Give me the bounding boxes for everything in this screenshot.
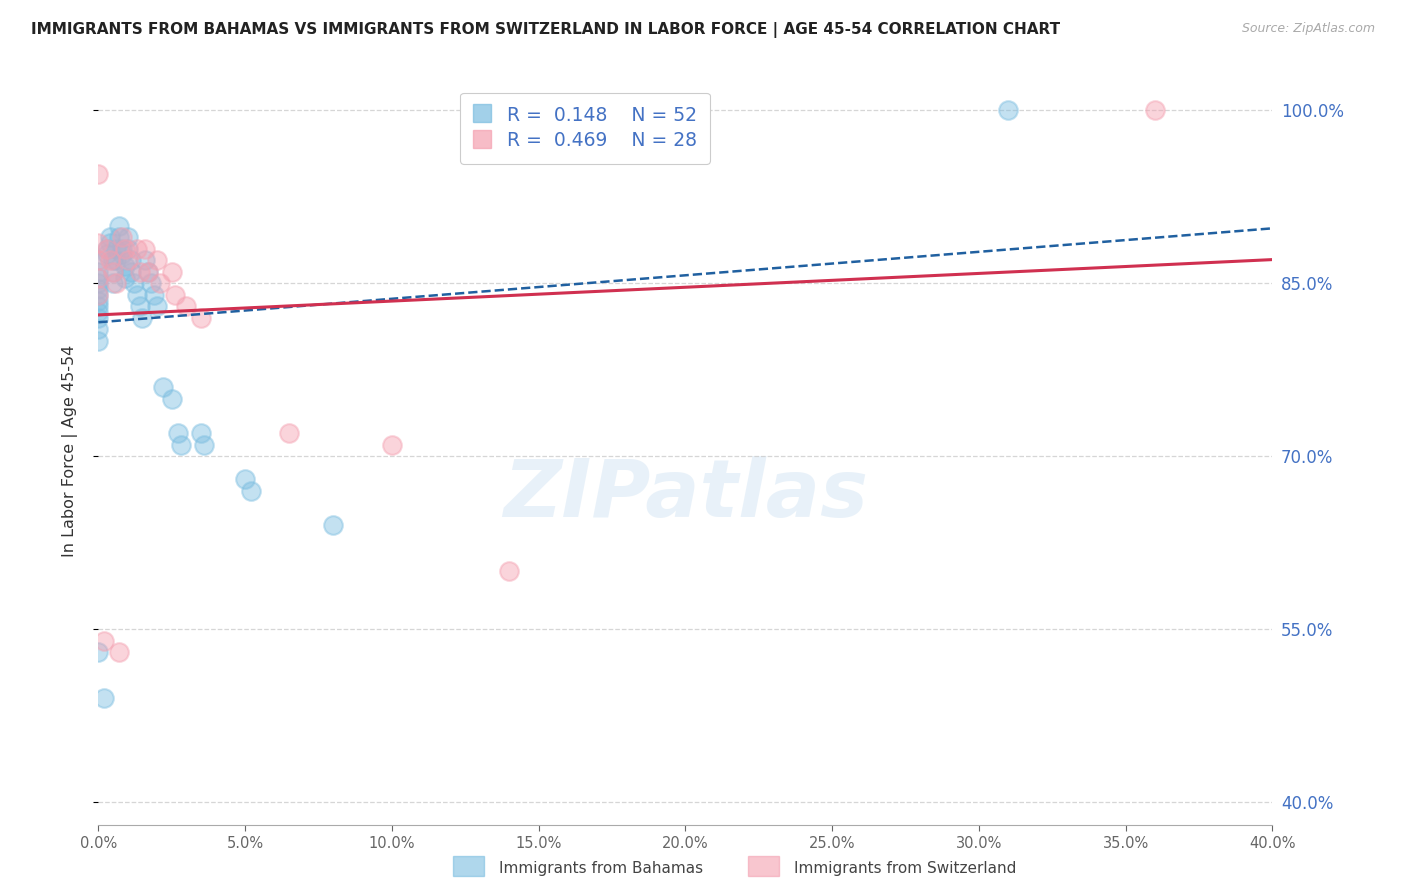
Point (87, 270, 110, 285)
Point (1144, 103, 1167, 118)
Point (87, 253, 110, 268)
Point (87, 299, 110, 313)
Point (87, 235, 110, 250)
Point (87, 277, 110, 291)
Point (136, 265, 159, 279)
Point (96, 242, 118, 256)
Point (120, 253, 142, 268)
Point (87, 322, 110, 336)
Text: Source: ZipAtlas.com: Source: ZipAtlas.com (1241, 22, 1375, 36)
Point (128, 299, 150, 313)
Point (101, 265, 124, 279)
Point (98, 253, 121, 268)
Point (87, 645, 110, 659)
Point (134, 253, 156, 268)
Point (87, 334, 110, 348)
Point (190, 426, 212, 441)
Point (160, 265, 183, 279)
Point (136, 265, 159, 279)
Point (146, 299, 169, 313)
Point (997, 103, 1019, 118)
Point (87, 270, 110, 285)
Y-axis label: In Labor Force | Age 45-54: In Labor Force | Age 45-54 (62, 344, 77, 557)
Point (98, 230, 121, 244)
Point (96, 247, 118, 261)
Point (152, 380, 174, 394)
Point (240, 483, 263, 498)
Point (193, 438, 215, 452)
Point (108, 645, 131, 659)
Point (111, 247, 134, 261)
Point (149, 277, 172, 291)
Point (101, 253, 124, 268)
Point (117, 253, 139, 268)
Point (131, 310, 153, 325)
Point (108, 219, 131, 233)
Point (117, 230, 139, 244)
Point (125, 242, 148, 256)
Point (101, 277, 124, 291)
Point (125, 288, 148, 302)
Point (233, 472, 256, 486)
Point (93, 691, 115, 706)
Point (134, 242, 156, 256)
Text: Immigrants from Switzerland: Immigrants from Switzerland (794, 861, 1017, 876)
Point (163, 288, 186, 302)
Point (87, 167, 110, 181)
Point (117, 242, 139, 256)
Point (169, 438, 191, 452)
Point (105, 242, 128, 256)
Point (381, 438, 404, 452)
Point (87, 282, 110, 296)
Point (96, 242, 118, 256)
Point (160, 392, 183, 406)
Point (105, 253, 128, 268)
Point (87, 305, 110, 319)
Point (141, 277, 163, 291)
Point (498, 565, 520, 579)
Point (87, 253, 110, 268)
Point (122, 277, 145, 291)
Point (87, 310, 110, 325)
Point (101, 265, 124, 279)
Point (166, 426, 188, 441)
Point (278, 426, 301, 441)
Point (87, 293, 110, 308)
Point (87, 288, 110, 302)
Point (114, 242, 136, 256)
Point (111, 230, 134, 244)
Point (146, 253, 169, 268)
Point (87, 265, 110, 279)
Point (120, 265, 142, 279)
Point (176, 299, 198, 313)
Text: IMMIGRANTS FROM BAHAMAS VS IMMIGRANTS FROM SWITZERLAND IN LABOR FORCE | AGE 45-5: IMMIGRANTS FROM BAHAMAS VS IMMIGRANTS FR… (31, 22, 1060, 38)
Point (111, 242, 134, 256)
Point (98, 235, 121, 250)
Legend: R =  0.148    N = 52, R =  0.469    N = 28: R = 0.148 N = 52, R = 0.469 N = 28 (460, 93, 710, 163)
Point (114, 270, 136, 285)
Point (190, 310, 212, 325)
Point (114, 259, 136, 273)
Point (105, 277, 128, 291)
Point (128, 265, 150, 279)
Point (93, 633, 115, 648)
Point (143, 288, 166, 302)
Text: ZIPatlas: ZIPatlas (503, 457, 868, 534)
Text: Immigrants from Bahamas: Immigrants from Bahamas (499, 861, 703, 876)
Point (87, 288, 110, 302)
Point (108, 230, 131, 244)
Point (322, 518, 344, 533)
